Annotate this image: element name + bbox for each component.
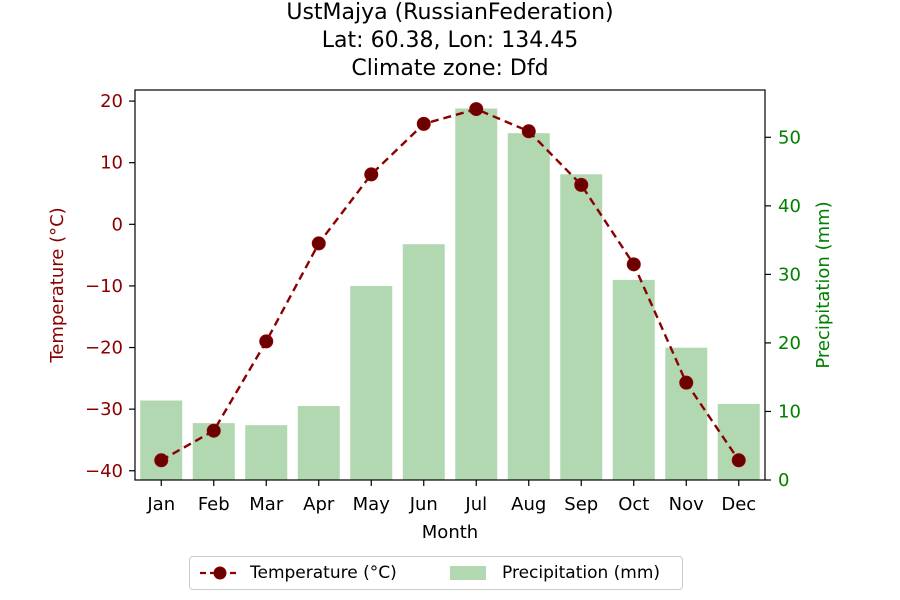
x-tick-label: Aug [511,494,546,515]
precipitation-bar-apr [297,405,340,480]
left-tick-label: 10 [100,153,123,174]
temperature-point-feb [206,423,221,438]
chart-legend: Temperature (°C) Precipitation (mm) [189,556,683,590]
plot-frame [134,89,766,481]
right-tick-label: 40 [778,196,801,217]
temperature-line-group [154,102,746,468]
chart-title-line-2: Lat: 60.38, Lon: 134.45 [321,28,579,53]
left-tick-label: −10 [85,276,123,297]
precipitation-bar-jan [140,400,183,480]
temperature-point-jan [154,453,169,468]
precipitation-bar-oct [612,279,655,480]
temperature-point-apr [311,236,326,251]
precipitation-bar-sep [560,174,603,481]
precipitation-bar-may [350,286,393,480]
x-tick-label: Jan [146,494,175,515]
right-tick-label: 50 [778,127,801,148]
temperature-point-dec [731,453,746,468]
x-axis: Jan Feb Mar Apr May Jun Jul Aug Sep Oct Nov Dec [146,480,756,515]
left-tick-label: −30 [85,399,123,420]
temperature-point-nov [679,375,694,390]
x-tick-label: Jun [409,494,438,515]
chart-title-line-3: Climate zone: Dfd [351,56,549,81]
precipitation-bar-jun [402,244,445,480]
x-tick-label: Feb [198,494,230,515]
legend-item-precipitation: Precipitation (mm) [448,563,660,583]
precipitation-bars [140,108,760,481]
right-axis: 0 10 20 30 40 50 [765,127,801,491]
precipitation-bar-dec [717,403,760,480]
legend-temperature-swatch [200,566,240,580]
right-axis-label: Precipitation (mm) [813,201,834,368]
chart-title-line-1: UstMajya (RussianFederation) [286,0,614,25]
right-tick-label: 20 [778,333,801,354]
x-tick-label: Dec [721,494,756,515]
left-tick-label: 0 [112,214,123,235]
x-tick-label: Sep [564,494,598,515]
temperature-point-jul [469,102,484,117]
right-tick-label: 10 [778,401,801,422]
x-axis-label: Month [422,522,478,543]
temperature-point-aug [521,124,536,139]
right-tick-label: 30 [778,264,801,285]
left-tick-label: −20 [85,338,123,359]
x-tick-label: Mar [249,494,284,515]
temperature-point-may [364,167,379,182]
left-axis: −40 −30 −20 −10 0 10 20 [85,91,135,482]
temperature-point-mar [259,334,274,349]
x-tick-label: Apr [303,494,335,515]
precipitation-bar-jul [455,108,498,480]
temperature-point-oct [626,257,641,272]
x-tick-label: May [353,494,391,515]
precipitation-bar-mar [245,425,288,480]
temperature-point-sep [574,177,589,192]
precipitation-bar-nov [665,347,708,480]
temperature-point-jun [416,116,431,131]
left-tick-label: 20 [100,91,123,112]
legend-precipitation-label: Precipitation (mm) [502,563,661,583]
precipitation-bar-aug [507,133,550,480]
temperature-line [160,107,740,462]
legend-item-temperature: Temperature (°C) [198,563,397,583]
left-axis-label: Temperature (°C) [47,207,68,363]
legend-temperature-label: Temperature (°C) [250,563,397,583]
legend-precipitation-swatch [450,566,486,580]
left-tick-label: −40 [85,461,123,482]
x-tick-label: Nov [669,494,704,515]
x-tick-label: Jul [464,494,487,515]
right-tick-label: 0 [778,470,789,491]
x-tick-label: Oct [618,494,649,515]
